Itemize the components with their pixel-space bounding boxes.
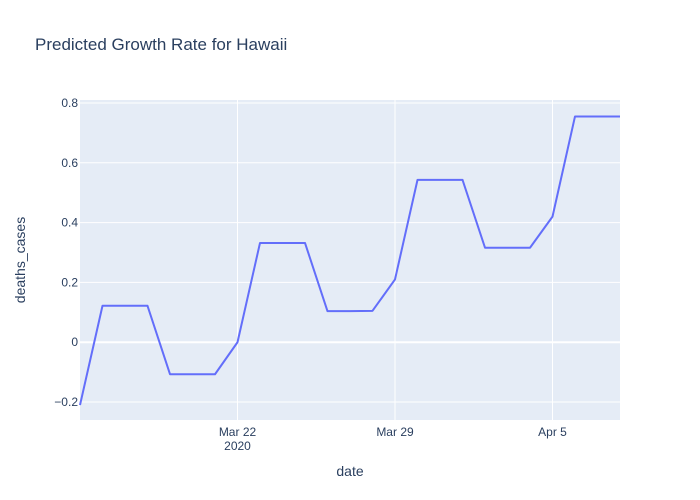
y-tick-label: 0.8: [61, 96, 78, 110]
series-layer: [79, 115, 620, 406]
x-tick-label: Mar 22: [219, 425, 257, 439]
grid: [80, 100, 620, 420]
y-tick-label: 0.2: [61, 275, 78, 289]
chart-title: Predicted Growth Rate for Hawaii: [35, 35, 287, 54]
y-axis-title: deaths_cases: [12, 217, 28, 303]
series-line-0: [79, 115, 620, 406]
x-axis-title: date: [336, 463, 363, 479]
x-tick-sublabel: 2020: [224, 439, 251, 453]
plot-area: [80, 100, 620, 420]
y-axis-ticks: −0.2 0 0.2 0.4 0.6 0.8: [54, 96, 78, 409]
y-tick-label: 0: [71, 335, 78, 349]
x-tick-label: Apr 5: [538, 425, 567, 439]
y-tick-label: −0.2: [54, 395, 78, 409]
y-tick-label: 0.6: [61, 156, 78, 170]
y-tick-label: 0.4: [61, 216, 78, 230]
x-tick-label: Mar 29: [376, 425, 414, 439]
